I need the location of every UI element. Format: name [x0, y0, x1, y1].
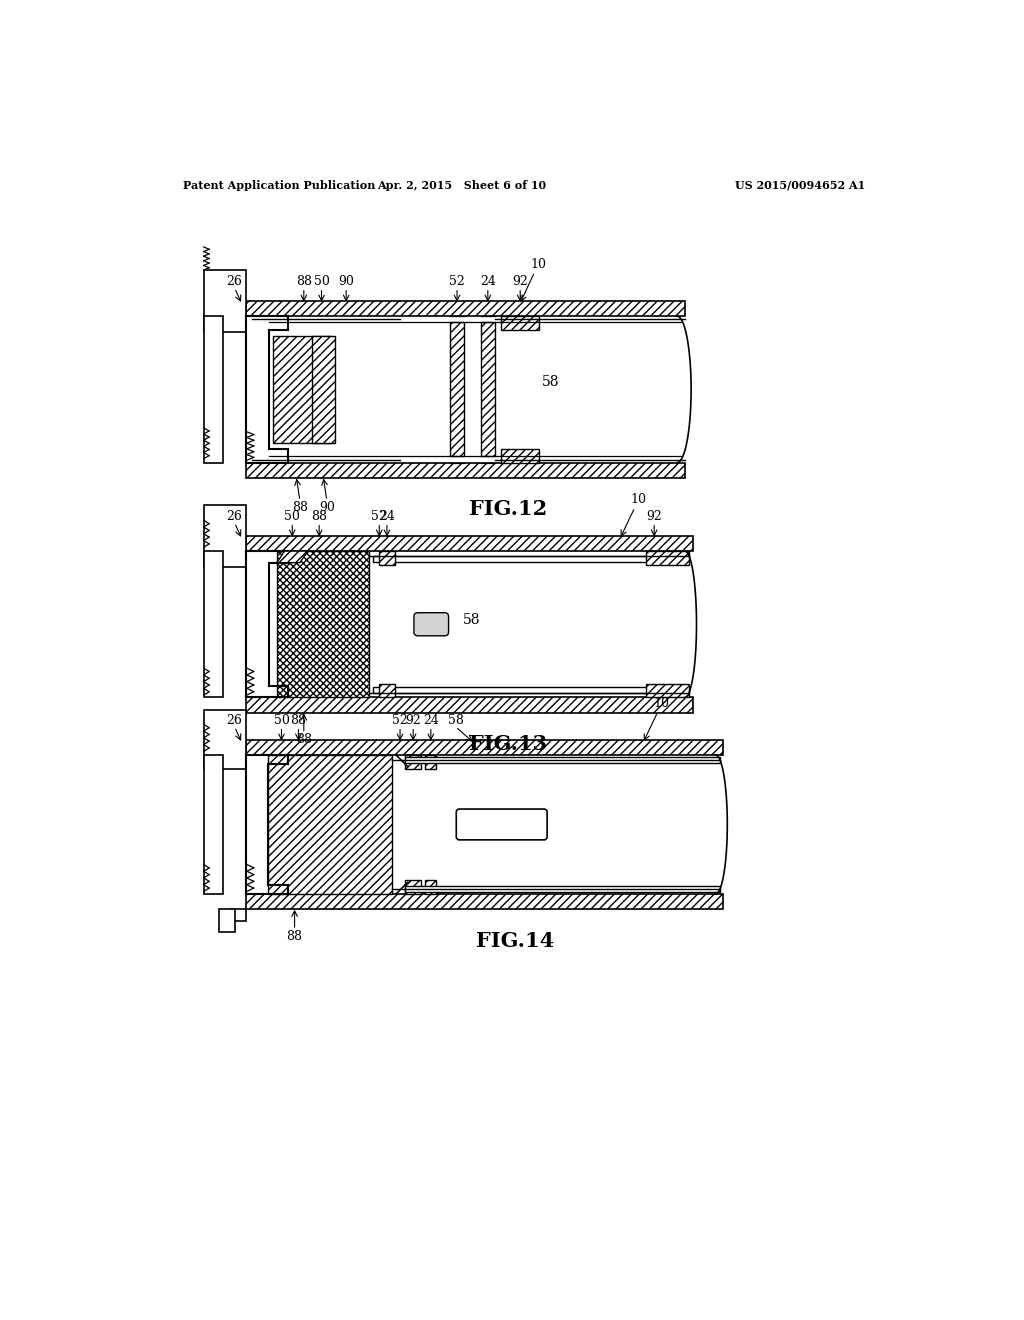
Text: Apr. 2, 2015   Sheet 6 of 10: Apr. 2, 2015 Sheet 6 of 10 — [377, 180, 546, 191]
Text: 90: 90 — [338, 275, 354, 288]
Bar — [481, 322, 495, 457]
Bar — [204, 504, 246, 566]
Text: 88: 88 — [296, 733, 312, 746]
Text: 88: 88 — [292, 500, 308, 513]
Text: 92: 92 — [406, 714, 421, 727]
Text: 10: 10 — [631, 492, 647, 506]
Bar — [204, 552, 223, 697]
Bar — [219, 909, 234, 932]
Text: 24: 24 — [423, 714, 439, 727]
Text: 26: 26 — [226, 510, 243, 523]
Bar — [273, 335, 331, 444]
Text: 26: 26 — [226, 714, 243, 727]
Bar — [406, 880, 421, 894]
Text: 24: 24 — [379, 510, 395, 523]
Bar — [246, 536, 692, 552]
Bar — [204, 271, 246, 331]
Bar — [246, 301, 685, 317]
Bar — [246, 739, 724, 755]
Text: Patent Application Publication: Patent Application Publication — [183, 180, 375, 191]
Bar — [276, 552, 370, 697]
Polygon shape — [276, 552, 307, 562]
Bar — [646, 684, 689, 697]
Text: 26: 26 — [226, 275, 243, 288]
Text: 50: 50 — [273, 714, 290, 727]
Bar — [451, 322, 464, 457]
Bar — [406, 756, 720, 763]
Text: 58: 58 — [447, 714, 464, 727]
Text: 50: 50 — [313, 275, 330, 288]
Text: 58: 58 — [543, 375, 560, 388]
Text: 52: 52 — [450, 275, 465, 288]
Text: 58: 58 — [463, 614, 480, 627]
Bar — [204, 710, 246, 770]
Bar — [267, 755, 392, 894]
Text: FIG.14: FIG.14 — [476, 932, 555, 952]
Text: 88: 88 — [296, 275, 312, 288]
Text: 24: 24 — [480, 275, 496, 288]
Bar — [379, 552, 394, 565]
Bar — [425, 880, 436, 894]
Bar — [204, 317, 223, 462]
Text: 90: 90 — [318, 500, 335, 513]
Bar — [204, 755, 223, 894]
Text: 52: 52 — [372, 510, 387, 523]
Bar — [373, 556, 689, 562]
Text: 88: 88 — [311, 510, 328, 523]
Bar — [501, 317, 540, 330]
Bar — [406, 886, 720, 892]
Bar — [425, 755, 436, 770]
Bar — [230, 909, 246, 921]
Bar — [646, 552, 689, 565]
Bar — [406, 755, 421, 770]
Bar — [311, 335, 335, 444]
Bar — [246, 894, 724, 909]
Text: 10: 10 — [654, 697, 670, 710]
Bar — [246, 697, 692, 713]
Bar — [501, 449, 540, 462]
Bar — [246, 462, 685, 478]
Text: 10: 10 — [530, 259, 547, 271]
Text: FIG.13: FIG.13 — [469, 734, 547, 754]
Text: 52: 52 — [392, 714, 408, 727]
Text: 50: 50 — [285, 510, 300, 523]
Text: 88: 88 — [291, 714, 306, 727]
Text: 92: 92 — [512, 275, 528, 288]
Text: 92: 92 — [646, 510, 663, 523]
Text: FIG.12: FIG.12 — [469, 499, 547, 519]
Text: 88: 88 — [287, 929, 302, 942]
FancyBboxPatch shape — [457, 809, 547, 840]
Bar — [373, 686, 689, 693]
Text: US 2015/0094652 A1: US 2015/0094652 A1 — [735, 180, 865, 191]
FancyBboxPatch shape — [414, 612, 449, 636]
Bar — [379, 684, 394, 697]
